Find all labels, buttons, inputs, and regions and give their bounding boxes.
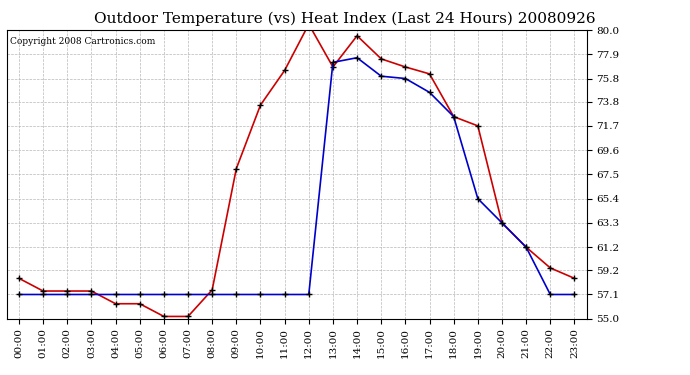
Text: Copyright 2008 Cartronics.com: Copyright 2008 Cartronics.com (10, 37, 155, 46)
Text: Outdoor Temperature (vs) Heat Index (Last 24 Hours) 20080926: Outdoor Temperature (vs) Heat Index (Las… (95, 11, 595, 26)
